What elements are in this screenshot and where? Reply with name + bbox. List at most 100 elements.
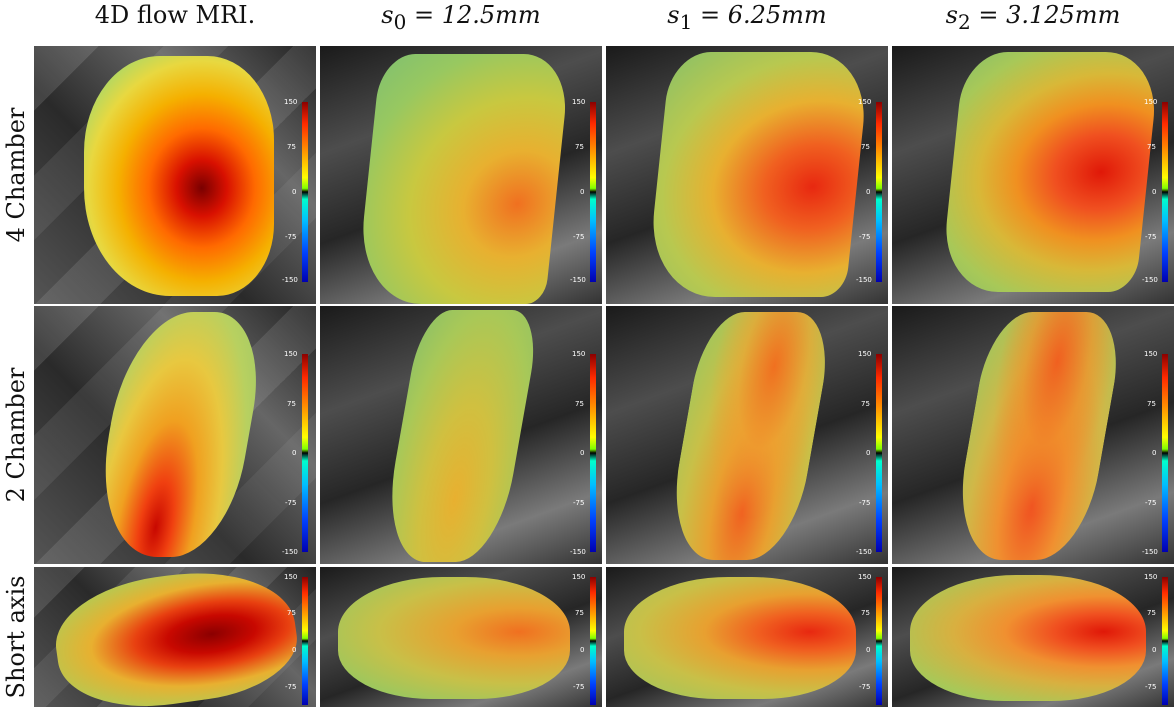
colorbar [590,102,596,282]
colorbar-tick: 150 [572,350,586,358]
colorbar-tick: 75 [1147,400,1156,408]
colorbar [590,354,596,552]
colorbar-tick: 75 [575,143,584,151]
colorbar-tick: -150 [1142,276,1158,284]
colorbar-tick: 75 [861,400,870,408]
colorbar-tick: -75 [1145,233,1157,241]
row-title-short-axis: Short axis [0,567,32,707]
image-2ch-4dflow: 150 75 0 -75 -150 [34,306,316,564]
colorbar-tick: -150 [282,276,298,284]
colorbar-tick: -75 [573,499,585,507]
velocity-overlay [910,575,1146,701]
colorbar-tick: -75 [285,233,297,241]
image-sa-s0: 150 75 0 -75 [320,567,602,707]
colorbar-tick: -75 [573,233,585,241]
colorbar-tick: 75 [861,143,870,151]
colorbar-tick: -75 [1145,683,1157,691]
column-title-4d-flow: 4D flow MRI. [34,0,316,34]
colorbar-tick: 0 [292,449,297,457]
image-2ch-s2: 150 75 0 -75 -150 [892,306,1174,564]
colorbar-tick: 75 [575,400,584,408]
column-title-s0: s0 = 12.5mm [320,0,602,34]
colorbar-tick: 75 [1147,143,1156,151]
colorbar-tick: -75 [285,683,297,691]
colorbar-tick: 150 [284,98,298,106]
colorbar-tick: -75 [859,499,871,507]
velocity-overlay [84,56,274,296]
column-title-text: 4D flow MRI. [94,1,256,29]
velocity-overlay [624,577,856,699]
velocity-overlay [645,52,871,297]
colorbar-tick: -75 [1145,499,1157,507]
colorbar [302,102,308,282]
colorbar-tick: 0 [866,646,871,654]
colorbar-tick: 0 [866,188,871,196]
colorbar-tick: -150 [570,548,586,556]
colorbar-tick: 0 [580,449,585,457]
row-title-text: 2 Chamber [2,367,30,503]
column-title-value: = 3.125mm [970,1,1121,29]
colorbar-tick: -75 [573,683,585,691]
colorbar-tick: 75 [287,400,296,408]
colorbar-tick: 150 [1144,573,1158,581]
image-4ch-s1: 150 75 0 -75 -150 [606,46,888,304]
colorbar-tick: 0 [292,188,297,196]
colorbar [876,102,882,282]
colorbar-tick: 150 [284,350,298,358]
colorbar-tick: 75 [287,609,296,617]
colorbar-tick: 75 [575,609,584,617]
column-title-value: = 12.5mm [406,1,541,29]
colorbar-tick: -150 [856,276,872,284]
colorbar [1162,354,1168,552]
colorbar [876,577,882,705]
colorbar-tick: 0 [1152,449,1157,457]
row-title-4-chamber: 4 Chamber [0,46,32,304]
row-title-text: Short axis [2,575,30,699]
colorbar [302,577,308,705]
column-title-symbol: s [381,1,394,29]
colorbar-tick: 150 [1144,350,1158,358]
colorbar-tick: 75 [861,609,870,617]
column-title-symbol: s [667,1,680,29]
colorbar-tick: -150 [1142,548,1158,556]
column-title-symbol: s [945,1,958,29]
colorbar-tick: 0 [292,646,297,654]
colorbar-tick: 150 [858,350,872,358]
column-title-subscript: 2 [958,9,971,34]
colorbar-tick: -75 [285,499,297,507]
colorbar-tick: 75 [287,143,296,151]
colorbar [1162,577,1168,705]
colorbar-tick: -75 [859,683,871,691]
colorbar-tick: -150 [282,548,298,556]
image-2ch-s0: 150 75 0 -75 -150 [320,306,602,564]
image-4ch-s0: 150 75 0 -75 -150 [320,46,602,304]
colorbar-tick: 0 [580,646,585,654]
colorbar-tick: -150 [570,276,586,284]
image-4ch-s2: 150 75 0 -75 -150 [892,46,1174,304]
colorbar [1162,102,1168,282]
colorbar [302,354,308,552]
image-2ch-s1: 150 75 0 -75 -150 [606,306,888,564]
column-title-s2: s2 = 3.125mm [892,0,1174,34]
colorbar-tick: 0 [866,449,871,457]
velocity-overlay [939,52,1161,292]
row-title-text: 4 Chamber [2,107,30,243]
colorbar [590,577,596,705]
colorbar-tick: 150 [572,98,586,106]
colorbar-tick: 150 [858,98,872,106]
colorbar-tick: 75 [1147,609,1156,617]
colorbar-tick: 0 [1152,646,1157,654]
velocity-overlay [354,54,572,304]
row-title-2-chamber: 2 Chamber [0,306,32,564]
colorbar-tick: 0 [580,188,585,196]
column-title-subscript: 0 [393,9,407,34]
colorbar [876,354,882,552]
colorbar-tick: 150 [284,573,298,581]
colorbar-tick: 0 [1152,188,1157,196]
velocity-overlay [338,577,570,699]
image-4ch-4dflow: 150 75 0 -75 -150 [34,46,316,304]
image-sa-4dflow: 150 75 0 -75 [34,567,316,707]
colorbar-tick: 150 [572,573,586,581]
image-sa-s1: 150 75 0 -75 [606,567,888,707]
colorbar-tick: -150 [856,548,872,556]
